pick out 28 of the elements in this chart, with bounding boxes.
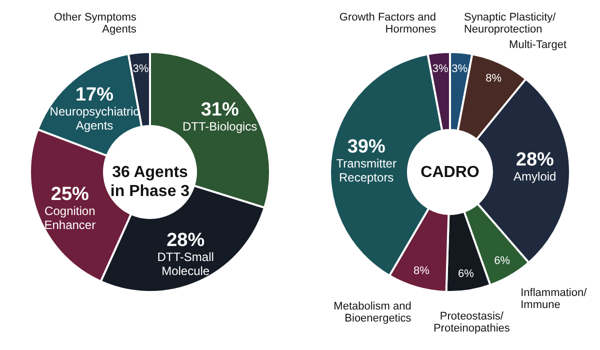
slice-label: Amyloid — [514, 170, 556, 184]
slice-label: Inflammation/Immune — [520, 286, 588, 311]
data-label: 39% — [347, 136, 386, 158]
data-label: 28% — [166, 230, 205, 252]
data-label: 25% — [50, 184, 90, 206]
slice-label: Multi-Target — [509, 39, 567, 52]
slice-label: Metabolism and Bioenergetics — [334, 300, 412, 325]
slice-label: DTT-Small Molecule — [157, 250, 214, 278]
slice-label: DTT-Biologics — [182, 120, 258, 134]
slice-label: Growth Factors and Hormones — [339, 12, 437, 36]
data-label: 6% — [494, 255, 510, 268]
text: CADRO — [420, 164, 480, 181]
data-label: 8% — [486, 72, 502, 84]
data-label: 17% — [75, 84, 114, 106]
slice-label: Synaptic Plasticity/Neuroprotection — [464, 12, 557, 36]
slice-label: Neuropsychiatric Agents — [50, 104, 140, 132]
data-label: 3% — [432, 63, 449, 76]
data-label: 8% — [414, 265, 430, 278]
slice-label: Transmitter Receptors — [336, 156, 396, 185]
data-label: 6% — [458, 268, 474, 280]
data-label: 28% — [516, 150, 554, 171]
slice-label: Proteostasis/Proteinopathies — [433, 310, 510, 334]
text: 36 Agents in Phase 3 — [110, 164, 190, 200]
data-label: 3% — [452, 63, 468, 76]
data-label: 3% — [132, 63, 149, 76]
slice-label: Cognition Enhancer — [44, 204, 96, 232]
slice-label: Other Symptoms Agents — [54, 12, 137, 36]
data-label: 31% — [200, 100, 239, 121]
